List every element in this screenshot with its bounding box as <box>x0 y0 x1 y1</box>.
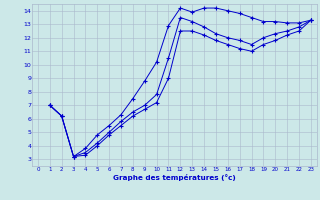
X-axis label: Graphe des températures (°c): Graphe des températures (°c) <box>113 174 236 181</box>
